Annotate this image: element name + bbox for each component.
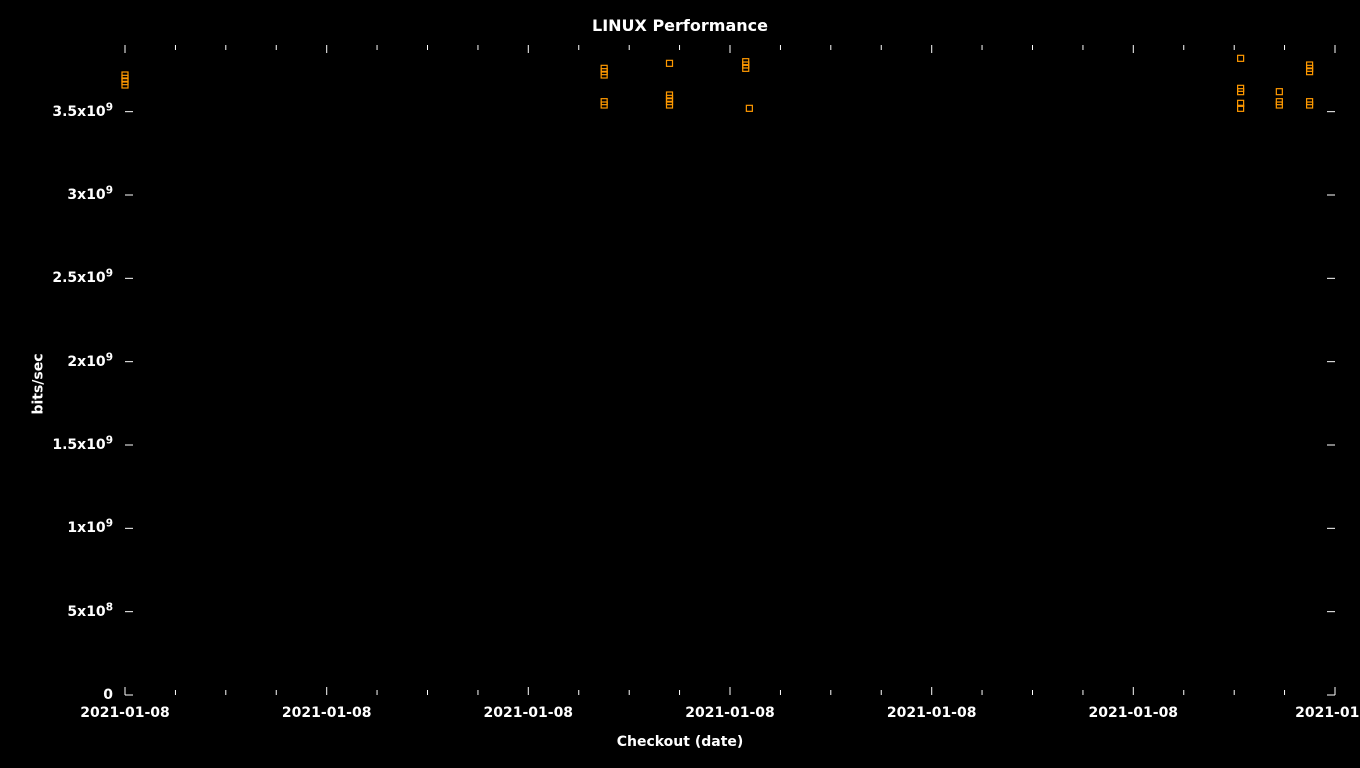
x-tick-label: 2021-01-08 <box>484 705 574 721</box>
data-point <box>667 60 673 66</box>
y-tick-label: 3.5x109 <box>33 104 113 120</box>
performance-chart: LINUX Performance bits/sec Checkout (dat… <box>0 0 1360 768</box>
x-tick-label: 2021-01-08 <box>1089 705 1179 721</box>
y-tick-label: 5x108 <box>33 604 113 620</box>
y-tick-label: 2x109 <box>33 354 113 370</box>
x-tick-label: 2021-01-08 <box>685 705 775 721</box>
y-tick-label: 2.5x109 <box>33 270 113 286</box>
y-tick-label: 1.5x109 <box>33 437 113 453</box>
y-tick-label: 1x109 <box>33 520 113 536</box>
y-tick-label: 0 <box>33 687 113 703</box>
x-tick-label: 2021-01-08 <box>887 705 977 721</box>
data-point <box>1276 89 1282 95</box>
data-point <box>746 105 752 111</box>
plot-area: 2021-01-082021-01-082021-01-082021-01-08… <box>125 45 1335 695</box>
y-tick-label: 3x109 <box>33 187 113 203</box>
x-tick-label: 2021-01-0 <box>1295 705 1360 721</box>
chart-title: LINUX Performance <box>0 16 1360 35</box>
x-axis-label: Checkout (date) <box>0 734 1360 750</box>
x-tick-label: 2021-01-08 <box>282 705 372 721</box>
x-tick-label: 2021-01-08 <box>80 705 170 721</box>
data-point <box>1238 55 1244 61</box>
plot-svg <box>125 45 1335 695</box>
